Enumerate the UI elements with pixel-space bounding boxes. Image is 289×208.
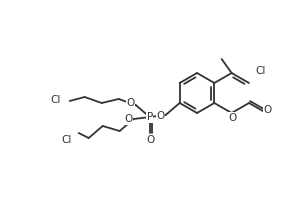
Text: O: O	[127, 98, 135, 108]
Text: Cl: Cl	[50, 95, 61, 105]
Text: O: O	[229, 113, 237, 123]
Text: O: O	[157, 111, 165, 121]
Text: Cl: Cl	[255, 66, 265, 76]
Text: Cl: Cl	[61, 135, 72, 145]
Text: O: O	[264, 105, 272, 115]
Text: P: P	[147, 112, 153, 122]
Text: O: O	[125, 114, 133, 124]
Text: O: O	[147, 135, 155, 145]
